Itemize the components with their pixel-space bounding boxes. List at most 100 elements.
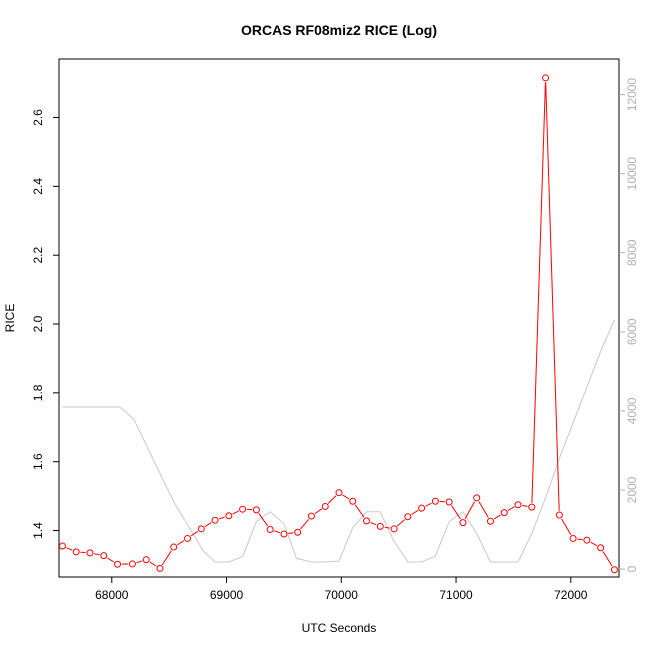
x-tick-label: 69000 bbox=[210, 588, 244, 602]
rice-point bbox=[445, 498, 453, 506]
x-axis: 68000 69000 70000 71000 72000 bbox=[95, 577, 588, 602]
rice-line-segment bbox=[354, 504, 365, 518]
rice-point bbox=[514, 501, 522, 509]
rice-point bbox=[610, 566, 618, 574]
rice-point bbox=[170, 543, 178, 551]
rice-point bbox=[58, 542, 66, 550]
rice-line-segment bbox=[177, 540, 185, 546]
altitude-series bbox=[62, 319, 615, 563]
x-tick-label: 71000 bbox=[439, 588, 473, 602]
rice-line-segment bbox=[204, 522, 212, 527]
rice-line-segment bbox=[545, 82, 560, 511]
rice-line-segment bbox=[149, 561, 157, 567]
rice-line-segment bbox=[493, 514, 501, 520]
rice-line-segment bbox=[370, 522, 377, 526]
rice-point bbox=[72, 548, 80, 556]
rice-line-segment bbox=[190, 530, 199, 537]
y-tick-label: 2.4 bbox=[31, 178, 45, 195]
rice-line-segment bbox=[94, 553, 100, 556]
rice-point bbox=[335, 489, 343, 497]
rice-point bbox=[239, 505, 247, 513]
rice-line-segment bbox=[425, 502, 432, 507]
rice-line-segment bbox=[396, 519, 405, 527]
x-tick-label: 68000 bbox=[95, 588, 129, 602]
rice-point bbox=[390, 525, 398, 533]
y-tick-label: 1.8 bbox=[31, 384, 45, 401]
rice-line-segment bbox=[577, 538, 583, 541]
rice-line-segment bbox=[590, 541, 598, 547]
rice-line-segment bbox=[300, 519, 310, 530]
rice-point bbox=[431, 497, 439, 505]
rice-line-segment bbox=[451, 505, 461, 520]
rice-line-segment bbox=[531, 82, 546, 503]
rice-point bbox=[294, 528, 302, 536]
rice-line-segment bbox=[478, 501, 489, 518]
rice-point bbox=[597, 544, 605, 552]
rice-point bbox=[376, 522, 384, 530]
rice-point bbox=[252, 506, 260, 514]
y-tick-label: 2.0 bbox=[31, 315, 45, 332]
rice-series bbox=[58, 74, 618, 574]
y2-axis: 0 2000 4000 6000 8000 10000 12000 bbox=[619, 78, 639, 572]
altitude-line bbox=[62, 319, 615, 563]
rice-point bbox=[555, 511, 563, 519]
rice-line-segment bbox=[219, 516, 225, 520]
rice-line-segment bbox=[464, 501, 476, 520]
rice-line-segment bbox=[384, 526, 390, 529]
rice-line-segment bbox=[274, 530, 280, 534]
rice-point bbox=[156, 564, 164, 572]
rice-line-segment bbox=[561, 518, 572, 535]
rice-line-segment bbox=[507, 506, 515, 511]
rice-point bbox=[473, 494, 481, 502]
y-axis: 1.4 1.6 1.8 2.0 2.2 2.4 2.6 bbox=[31, 109, 59, 539]
rice-point bbox=[142, 556, 150, 564]
plot-frame bbox=[58, 58, 620, 578]
rice-line-segment bbox=[288, 532, 294, 534]
rice-line-segment bbox=[66, 547, 73, 551]
rice-point bbox=[486, 517, 494, 525]
y2-tick-label: 0 bbox=[625, 565, 639, 572]
y2-tick-label: 4000 bbox=[625, 397, 639, 424]
y2-tick-label: 10000 bbox=[625, 157, 639, 191]
rice-point bbox=[404, 513, 412, 521]
rice-point bbox=[542, 74, 550, 82]
y-tick-label: 2.2 bbox=[31, 247, 45, 264]
series-layer bbox=[58, 74, 618, 574]
y-axis-label: RICE bbox=[3, 304, 17, 333]
rice-point bbox=[197, 525, 205, 533]
rice-point bbox=[321, 502, 329, 510]
rice-point bbox=[528, 503, 536, 511]
rice-line-segment bbox=[602, 551, 613, 567]
x-tick-label: 72000 bbox=[554, 588, 588, 602]
y2-tick-label: 6000 bbox=[625, 318, 639, 345]
y-tick-label: 1.4 bbox=[31, 522, 45, 539]
x-axis-label: UTC Seconds bbox=[302, 621, 377, 635]
rice-line-segment bbox=[342, 494, 350, 500]
y-tick-label: 2.6 bbox=[31, 109, 45, 126]
rice-point bbox=[418, 504, 426, 512]
rice-point bbox=[225, 512, 233, 520]
y2-tick-label: 2000 bbox=[625, 476, 639, 503]
rice-point bbox=[280, 530, 288, 538]
rice-point bbox=[363, 517, 371, 525]
rice-point bbox=[307, 512, 315, 520]
rice-point bbox=[211, 516, 219, 524]
rice-point bbox=[459, 519, 467, 527]
rice-line-segment bbox=[232, 510, 239, 515]
rice-line-segment bbox=[258, 513, 269, 527]
rice-point bbox=[128, 560, 136, 568]
rice-point bbox=[349, 497, 357, 505]
rice-point bbox=[583, 536, 591, 544]
rice-point bbox=[86, 549, 94, 557]
y-tick-label: 1.6 bbox=[31, 453, 45, 470]
rice-line-segment bbox=[327, 495, 337, 504]
chart-title: ORCAS RF08miz2 RICE (Log) bbox=[241, 22, 437, 38]
rice-point bbox=[266, 526, 274, 534]
rice-line-segment bbox=[522, 504, 528, 507]
y2-tick-label: 12000 bbox=[625, 78, 639, 112]
y2-tick-label: 8000 bbox=[625, 239, 639, 266]
rice-point bbox=[100, 552, 108, 560]
rice-line-segment bbox=[411, 510, 419, 515]
rice-line-segment bbox=[107, 557, 115, 563]
